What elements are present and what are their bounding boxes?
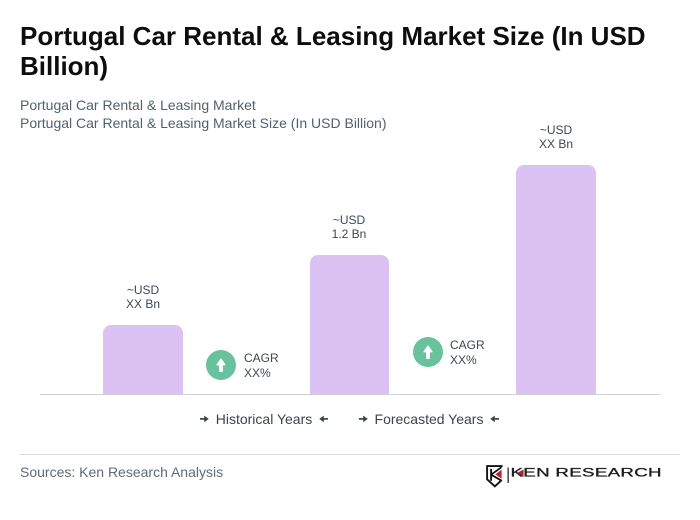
svg-text:KEN RESEARCH: KEN RESEARCH xyxy=(511,467,662,480)
